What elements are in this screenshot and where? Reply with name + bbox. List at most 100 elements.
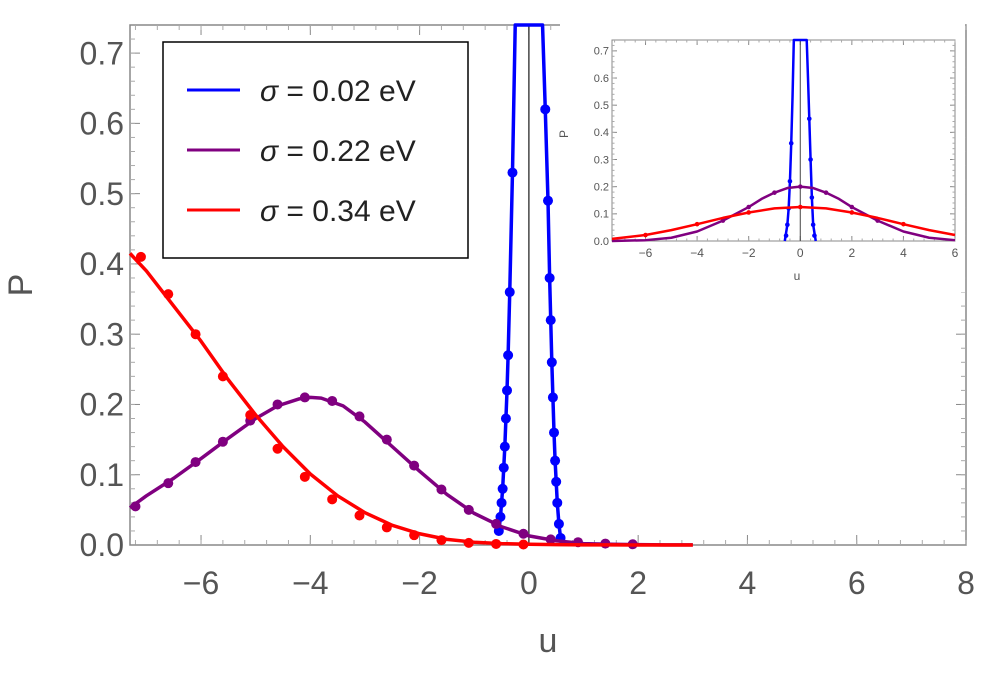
main-y-tick-label: 0.7 (80, 35, 124, 71)
inset-data-point-0 (809, 195, 815, 200)
main-data-point-0 (549, 427, 560, 438)
inset-data-point-2 (849, 210, 855, 215)
legend-symbol-2: σ (260, 195, 280, 228)
main-data-point-1 (217, 436, 228, 447)
main-data-point-1 (190, 457, 201, 468)
inset-data-point-2 (901, 221, 906, 227)
main-data-point-0 (540, 104, 551, 115)
main-data-point-2 (272, 443, 283, 454)
inset-y-tick-label: 0.7 (594, 46, 609, 58)
legend: σ = 0.02 eV σ = 0.22 eV σ = 0.34 eV (162, 41, 469, 259)
inset-y-tick-label: 0.5 (594, 100, 609, 112)
inset-y-axis-title: P (557, 130, 571, 138)
inset-y-tick-label: 0.1 (594, 209, 609, 221)
inset-plot-frame (611, 39, 956, 242)
main-x-tick-label: −6 (183, 565, 219, 601)
main-data-point-2 (299, 471, 310, 482)
legend-symbol-1: σ (260, 135, 280, 168)
main-data-point-2 (217, 371, 228, 382)
inset-data-point-0 (806, 116, 812, 122)
main-data-point-2 (518, 539, 529, 550)
inset-data-point-0 (783, 233, 789, 238)
main-y-tick-label: 0.2 (80, 387, 124, 423)
inset-data-point-0 (787, 178, 793, 184)
legend-entry: σ = 0.34 eV (187, 195, 416, 228)
main-data-point-0 (553, 518, 564, 529)
inset-x-axis-title: u (794, 269, 801, 283)
main-data-point-0 (543, 195, 553, 206)
main-data-point-0 (507, 167, 518, 178)
inset-data-point-0 (812, 233, 817, 238)
main-data-point-0 (545, 315, 556, 326)
main-data-point-1 (463, 504, 474, 515)
main-data-point-0 (503, 350, 514, 361)
main-data-point-1 (163, 478, 174, 489)
inset-series-line-1 (611, 185, 956, 243)
inset-data-point-1 (772, 190, 777, 195)
inset-data-point-1 (849, 204, 855, 210)
inset-x-tick-label: 0 (797, 246, 804, 260)
main-y-tick-labels: 0.0 0.1 0.2 0.3 0.4 0.5 0.6 0.7 (80, 35, 124, 563)
main-series-group (128, 23, 693, 550)
inset-y-tick-label: 0.2 (594, 182, 609, 194)
inset-x-tick-labels: −6 −4 −2 0 2 4 6 (639, 246, 959, 260)
legend-symbol-0: σ (260, 75, 280, 108)
main-x-tick-label: −2 (401, 565, 437, 601)
main-data-point-0 (551, 476, 562, 487)
main-data-point-1 (354, 411, 365, 422)
inset-axis-ticks (612, 40, 956, 242)
legend-text-0: = 0.02 eV (278, 75, 416, 108)
main-data-point-0 (547, 392, 558, 403)
main-y-tick-label: 0.6 (80, 106, 124, 142)
main-data-point-1 (491, 518, 502, 529)
main-data-point-1 (299, 392, 310, 403)
main-data-point-1 (409, 460, 420, 471)
main-data-point-2 (135, 251, 146, 262)
main-data-point-1 (545, 534, 556, 545)
inset-x-tick-label: −6 (639, 246, 653, 260)
inset-data-point-1 (875, 218, 880, 223)
main-data-point-0 (497, 483, 508, 494)
legend-entry: σ = 0.22 eV (187, 135, 416, 168)
main-data-point-2 (327, 494, 338, 505)
main-y-tick-label: 0.4 (80, 246, 124, 282)
legend-text-1: = 0.22 eV (278, 135, 416, 168)
inset-y-tick-labels: 0.0 0.1 0.2 0.3 0.4 0.5 0.6 0.7 (594, 46, 609, 248)
inset-data-point-2 (797, 204, 803, 210)
legend-entry: σ = 0.02 eV (187, 75, 416, 108)
main-data-point-2 (381, 522, 392, 533)
inset-y-tick-label: 0.3 (594, 154, 609, 166)
main-data-point-1 (327, 395, 338, 406)
inset-y-tick-label: 0.6 (594, 73, 609, 85)
main-x-tick-label: 4 (739, 565, 757, 601)
legend-label-2: σ = 0.34 eV (260, 195, 416, 228)
legend-text-2: = 0.34 eV (278, 195, 416, 228)
main-x-tick-label: 2 (629, 565, 647, 601)
inset-series-group (611, 38, 956, 243)
legend-label-1: σ = 0.22 eV (260, 135, 416, 168)
inset-plot: −6 −4 −2 0 2 4 6 0.0 0.1 0.2 0.3 0.4 0.5 0.6 0.7 u P (557, 22, 965, 292)
main-data-point-2 (409, 530, 420, 541)
main-data-point-0 (502, 385, 513, 396)
main-data-point-0 (498, 462, 509, 473)
inset-y-tick-label: 0.0 (594, 236, 609, 248)
legend-label-0: σ = 0.02 eV (260, 75, 416, 108)
main-x-tick-label: 0 (520, 565, 538, 601)
inset-x-tick-label: 2 (848, 246, 855, 260)
main-data-point-1 (381, 434, 392, 445)
inset-data-point-2 (746, 210, 751, 215)
main-y-axis-title: P (2, 274, 40, 297)
main-data-point-1 (272, 399, 283, 410)
main-data-point-2 (463, 537, 474, 548)
main-y-tick-label: 0.1 (80, 457, 124, 493)
inset-data-point-1 (720, 218, 726, 223)
main-data-point-0 (496, 497, 507, 508)
inset-x-tick-label: −2 (742, 246, 756, 260)
inset-x-tick-label: −4 (690, 246, 704, 260)
main-x-tick-label: 8 (957, 565, 975, 601)
main-data-point-2 (436, 535, 447, 546)
inset-data-point-0 (785, 222, 790, 228)
main-series-line-2 (128, 252, 693, 547)
main-x-axis-title: u (539, 622, 558, 660)
